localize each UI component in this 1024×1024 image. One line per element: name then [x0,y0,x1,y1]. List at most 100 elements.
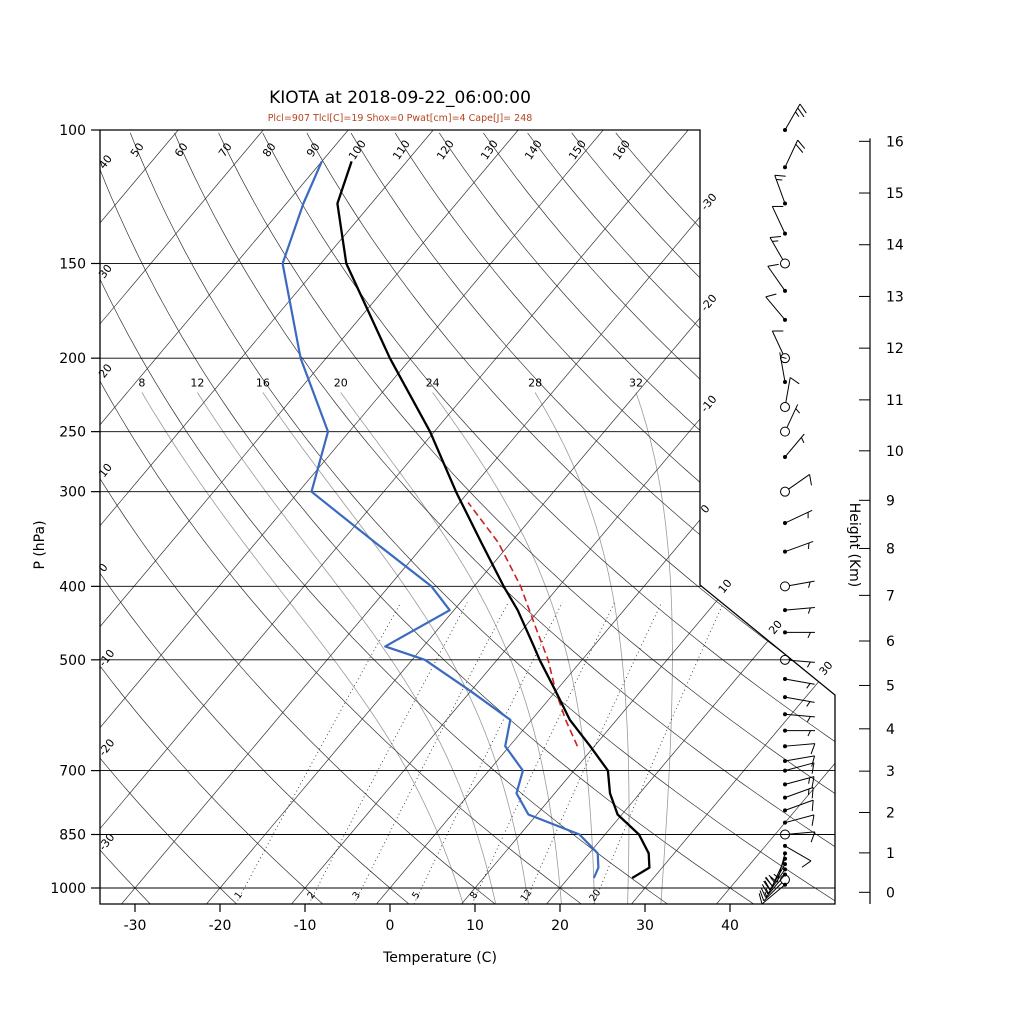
wind-barb-half [795,408,801,414]
inplot-labels: 8 12 16 20 24 28 321 2 3 5 8 12 20-30-20-100102030-3… [96,138,835,904]
isotherm-edge-label: -20 [698,292,720,314]
isotherm-line [100,130,179,904]
wind-barb-full [797,107,805,118]
moist-adiabat-label: 16 [256,377,270,390]
dry-adiabat-line [100,132,151,904]
temperature-curve [336,161,651,879]
moist-adiabat-line [635,392,673,904]
wind-barb-staff [767,265,786,292]
height-tick-label: 15 [886,186,904,202]
dry-adiabat-line [394,132,835,904]
dry-adiabat-label: 10 [96,461,115,480]
pressure-tick-label: 700 [59,764,86,780]
wind-barb-full [811,762,815,774]
dry-adiabat-label: 140 [522,138,545,163]
height-tick-label: 4 [886,722,895,738]
moist-adiabat-line [262,392,529,904]
wind-barb-full [765,876,773,887]
moist-adiabats [141,392,673,904]
isotherm-line [0,130,93,904]
wind-barb-staff [765,296,786,321]
isotherm-edge-label: 10 [716,577,735,596]
wind-barb-half [808,777,811,784]
wind-barb-half [772,240,779,242]
isotherm-line [100,130,264,904]
wind-barb-half [765,888,770,895]
wind-barb-full [760,887,767,898]
wind-barb-half [807,632,811,639]
wind-barb-staff [788,474,810,490]
dry-adiabat-line [262,132,835,904]
wind-barb-full [795,143,804,153]
temperature-tick-label: 30 [636,918,654,934]
mixing-ratio-label: 2 [305,890,317,901]
isotherm-line [100,130,519,904]
isotherm-line [121,130,774,904]
dry-adiabat-line [100,132,582,904]
temperature-tick-label: 10 [466,918,484,934]
wind-barb-full [764,880,771,891]
wind-barb-full [789,377,800,385]
dry-adiabat-line [439,132,835,904]
dry-adiabat-line [100,132,324,904]
pressure-tick-label: 850 [59,827,86,843]
mixing-ratio-label: 8 [468,890,480,901]
isotherm-line [631,130,835,904]
dry-adiabat-line [527,132,835,904]
moist-adiabat-line [197,392,497,904]
moist-adiabat-label: 28 [528,377,542,390]
temperature-tick-label: -20 [209,918,232,934]
height-tick-label: 10 [886,444,904,460]
wind-barb-full [767,263,779,267]
isotherm-edge-label: -10 [698,393,720,415]
isotherm-edge-label: -30 [698,191,720,213]
mixing-ratio-line [413,602,563,904]
pressure-tick-label: 150 [59,256,86,272]
wind-barb-full [809,474,812,486]
wind-barb-full [761,884,769,895]
dry-adiabat-line [174,132,835,904]
wind-barb-half [780,356,787,359]
mixing-ratio-label: 5 [410,890,422,901]
wind-barb-half [806,716,811,722]
moist-adiabat-line [141,392,464,904]
moist-adiabat-label: 8 [138,377,145,390]
wind-calm-circle [780,486,790,497]
wind-barb-full [811,787,814,799]
wind-barb-full [799,103,807,114]
wind-barb-staff [789,831,815,835]
isotherm-line [100,130,604,904]
plot-frame [99,129,836,905]
dry-adiabat-line [100,132,754,904]
height-tick-label: 8 [886,541,895,557]
isotherm-line [100,130,434,904]
page-title: KIOTA at 2018-09-22_06:00:00 [269,88,531,108]
wind-barb-half [807,788,810,795]
height-tick-label: 5 [886,678,895,694]
wind-barb-full [801,860,812,868]
wind-barb-half [800,437,805,444]
wind-barb-half [806,661,811,668]
wind-barb-full [769,236,782,238]
wind-barb-half [769,876,775,883]
wind-barb-half [776,178,783,181]
wind-calm-circle [780,829,790,840]
wind-barb-full [758,893,763,905]
height-tick-label: 7 [886,588,895,604]
height-tick-label: 3 [886,764,895,780]
mixing-ratio-label: 12 [519,887,535,903]
wind-barb-column [758,103,816,905]
wind-barb-half [808,581,811,588]
height-tick-label: 1 [886,846,895,862]
dry-adiabat-line [100,132,668,904]
moist-adiabat-line [340,392,562,904]
wind-barb-staff [784,799,814,811]
temperature-tick-label: 0 [386,918,395,934]
wind-barb-staff [784,814,815,824]
isotherm-edge-label: 30 [817,659,836,678]
wind-barb-staff [784,755,815,762]
dry-adiabat-label: 60 [172,141,191,160]
mixing-ratio-line [593,602,724,904]
mixing-ratio-label: 1 [233,890,245,901]
